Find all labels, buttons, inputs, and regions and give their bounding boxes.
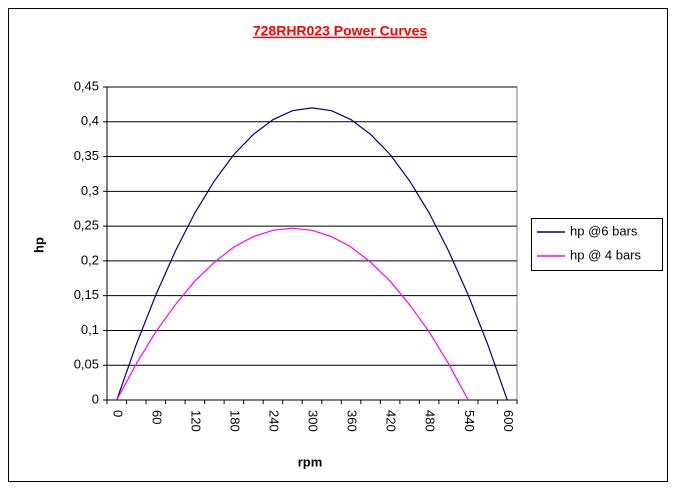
x-tick-label: 180 xyxy=(227,410,242,432)
x-tick-label: 60 xyxy=(149,410,164,424)
chart-title: 728RHR023 Power Curves xyxy=(253,23,428,39)
x-tick-label: 120 xyxy=(188,410,203,432)
x-axis-label: rpm xyxy=(298,454,323,469)
x-tick-label: 480 xyxy=(423,410,438,432)
legend-label: hp @6 bars xyxy=(570,223,638,238)
x-tick-label: 360 xyxy=(345,410,360,432)
x-tick-label: 300 xyxy=(306,410,321,432)
legend-label: hp @ 4 bars xyxy=(570,247,642,262)
y-tick-label: 0,4 xyxy=(81,113,99,128)
x-tick-label: 600 xyxy=(501,410,516,432)
y-tick-label: 0 xyxy=(92,391,99,406)
x-tick-label: 0 xyxy=(110,410,125,417)
x-tick-label: 540 xyxy=(462,410,477,432)
y-tick-label: 0,45 xyxy=(74,78,99,93)
plot-area xyxy=(106,86,518,401)
y-tick-label: 0,25 xyxy=(74,218,99,233)
y-tick-label: 0,35 xyxy=(74,148,99,163)
x-tick-label: 420 xyxy=(384,410,399,432)
x-tick-label: 240 xyxy=(267,410,282,432)
legend-box xyxy=(531,218,663,271)
y-tick-label: 0,05 xyxy=(74,357,99,372)
y-axis-label: hp xyxy=(31,237,46,253)
y-tick-label: 0,15 xyxy=(74,287,99,302)
series-line xyxy=(116,227,469,401)
y-tick-label: 0,3 xyxy=(81,183,99,198)
y-tick-label: 0,1 xyxy=(81,322,99,337)
y-tick-label: 0,2 xyxy=(81,252,99,267)
series-line xyxy=(116,107,508,401)
